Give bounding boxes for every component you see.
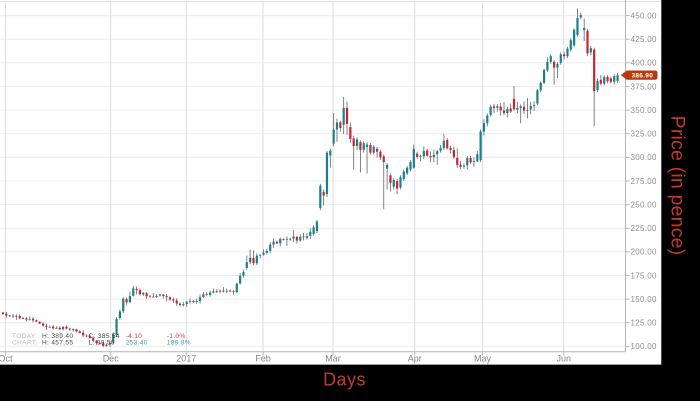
svg-text:H: 389.40: H: 389.40 xyxy=(42,333,73,340)
svg-text:Feb: Feb xyxy=(255,354,271,364)
svg-text:253.40: 253.40 xyxy=(126,340,148,347)
svg-text:-1.0%: -1.0% xyxy=(167,333,186,340)
svg-text:CHART:: CHART: xyxy=(12,340,38,347)
svg-text:175.00: 175.00 xyxy=(631,271,658,280)
svg-text:Days: Days xyxy=(323,370,366,390)
svg-text:150.00: 150.00 xyxy=(631,295,658,304)
svg-text:L: 99.50: L: 99.50 xyxy=(89,340,115,347)
svg-text:C: 385.54: C: 385.54 xyxy=(89,333,120,340)
svg-text:189.8%: 189.8% xyxy=(167,340,191,347)
svg-text:400.00: 400.00 xyxy=(631,59,658,68)
svg-text:Jun: Jun xyxy=(556,354,571,364)
svg-text:350.00: 350.00 xyxy=(631,106,658,115)
svg-text:225.00: 225.00 xyxy=(631,224,658,233)
svg-text:200.00: 200.00 xyxy=(631,248,658,257)
svg-text:Oct: Oct xyxy=(0,354,13,364)
svg-text:100.00: 100.00 xyxy=(631,342,658,351)
svg-text:300.00: 300.00 xyxy=(631,153,658,162)
svg-text:386.90: 386.90 xyxy=(631,73,653,80)
svg-text:375.00: 375.00 xyxy=(631,82,658,91)
svg-text:275.00: 275.00 xyxy=(631,177,658,186)
svg-text:250.00: 250.00 xyxy=(631,200,658,209)
svg-text:425.00: 425.00 xyxy=(631,35,658,44)
svg-text:May: May xyxy=(474,354,492,364)
svg-text:-4.10: -4.10 xyxy=(126,333,143,340)
svg-text:125.00: 125.00 xyxy=(631,319,658,328)
svg-text:H: 457.55: H: 457.55 xyxy=(42,340,73,347)
svg-text:2017: 2017 xyxy=(176,354,196,364)
svg-text:Price (in pence): Price (in pence) xyxy=(667,116,689,256)
svg-text:Apr: Apr xyxy=(408,354,422,364)
svg-text:325.00: 325.00 xyxy=(631,130,658,139)
svg-text:450.00: 450.00 xyxy=(631,11,658,20)
svg-text:TODAY:: TODAY: xyxy=(12,333,37,340)
svg-text:Dec: Dec xyxy=(103,354,120,364)
svg-text:Mar: Mar xyxy=(325,354,341,364)
